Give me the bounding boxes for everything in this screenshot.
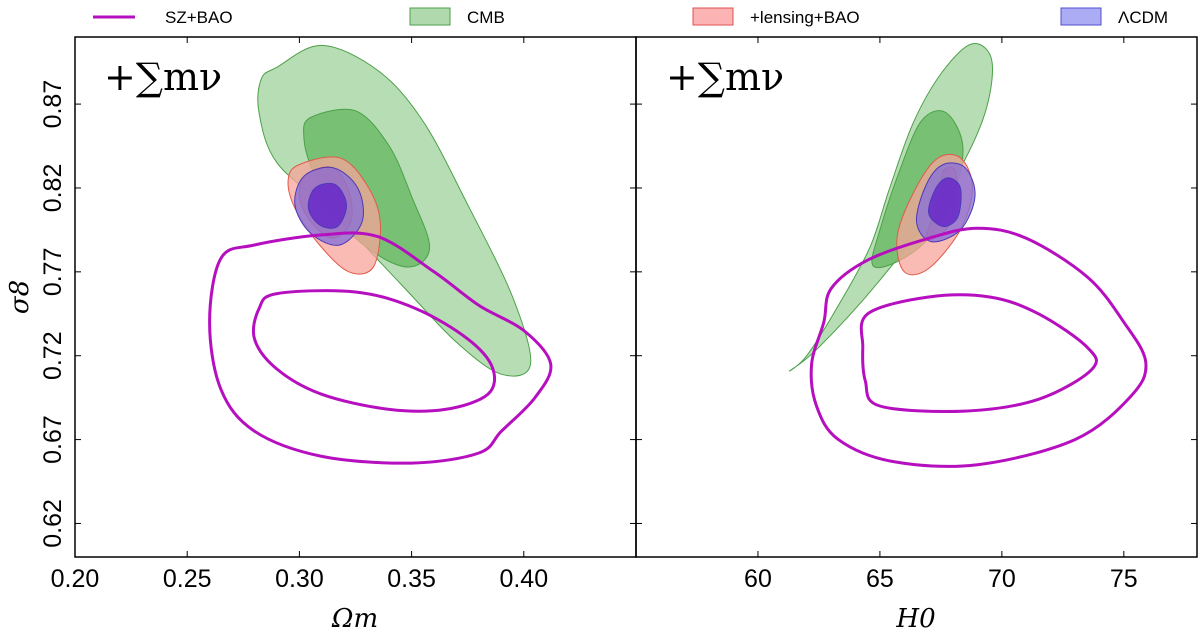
y-tick-label: 0.87 [39,80,67,129]
left-contour-sz-bao-95 [208,231,553,465]
y-tick-label: 0.62 [39,499,67,548]
right-contours [788,43,1148,468]
left-contour-sz-bao-68 [251,289,497,413]
y-axis-label: σ8 [5,280,35,314]
left-x-tick-label: 0.40 [499,565,548,593]
right-contour-sz-bao-95 [809,226,1148,468]
right-contour-lcdm-68 [928,177,962,228]
right-panel-annotation: +∑mν [666,55,784,99]
legend-cmb-swatch [409,7,451,26]
right-x-axis-label: H0 [895,604,935,634]
left-x-tick-label: 0.20 [51,565,100,593]
right-x-tick-label: 70 [988,565,1016,593]
right-contour-sz-bao-68 [859,293,1098,413]
right-plot-frame [635,36,1198,558]
left-contours [208,44,553,465]
left-contour-lcdm-68 [307,182,348,229]
legend-lcdm-label: ΛCDM [1118,8,1168,27]
right-x-tick-label: 60 [744,565,772,593]
y-tick-label: 0.72 [39,331,67,380]
right-x-tick-label: 75 [1110,565,1138,593]
legend-lensing-bao-swatch [692,7,734,26]
right-ticks: 60 65 70 75 [636,37,1197,593]
left-x-tick-label: 0.35 [387,565,436,593]
right-panel: 60 65 70 75 +∑mν [636,37,1197,593]
left-panel: 0.20 0.25 0.30 0.35 0.40 0.62 0.67 0.72 0.77 0.82… [39,37,636,593]
left-x-tick-label: 0.25 [163,565,212,593]
left-x-tick-label: 0.30 [275,565,324,593]
left-panel-annotation: +∑mν [104,55,222,99]
y-tick-label: 0.67 [39,415,67,464]
y-tick-label: 0.77 [39,248,67,297]
legend-lcdm-swatch [1060,7,1102,26]
legend-cmb-label: CMB [467,8,505,27]
left-x-axis-label: Ωm [331,604,378,634]
y-tick-label: 0.82 [39,164,67,213]
legend-lensing-bao-label: +lensing+BAO [750,8,860,27]
right-x-tick-label: 65 [866,565,894,593]
left-ticks: 0.20 0.25 0.30 0.35 0.40 0.62 0.67 0.72 0.77 0.82… [39,37,636,593]
legend-sz-bao-label: SZ+BAO [165,8,233,27]
legend: SZ+BAO CMB +lensing+BAO ΛCDM [93,7,1168,27]
